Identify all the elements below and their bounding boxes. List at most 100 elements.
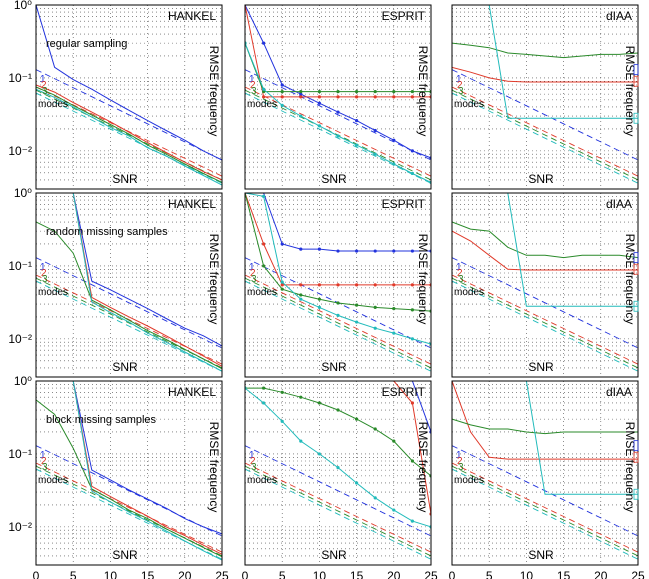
data-point (392, 439, 396, 443)
subplot-2-1: ESPRIT RMSE frequency SNR 123 modes 0 5 10 15 20 2… (242, 380, 438, 579)
series-group (36, 193, 222, 372)
mode-number: 3 (42, 462, 48, 473)
series-line-red (452, 66, 638, 83)
subplot-0-2: dIAA RMSE frequency SNR 123 modes (451, 4, 639, 190)
modes-label: modes (454, 99, 484, 110)
ylabel: RMSE frequency (207, 422, 221, 513)
x-tick-label: 0 (449, 569, 456, 579)
y-tick-label: 10⁻² (8, 144, 32, 158)
series-line-blue (36, 193, 222, 347)
mode-number: 1 (40, 74, 46, 85)
data-point (410, 459, 414, 463)
bound-line-blue (452, 257, 638, 349)
data-point (355, 95, 359, 99)
data-point (299, 89, 303, 94)
subplot-0-0: HANKEL regular sampling RMSE frequency SNR 1… (8, 0, 223, 190)
data-point (410, 337, 414, 341)
modes-label: modes (38, 99, 68, 110)
data-point (317, 452, 321, 456)
mode-number: 3 (458, 274, 464, 285)
data-point (336, 134, 340, 138)
mode-legend: 123 modes (38, 262, 68, 298)
series-group (452, 5, 638, 119)
series-line-cyan (452, 5, 638, 119)
mode-number: 2 (457, 456, 463, 467)
data-point (392, 307, 396, 311)
series-line-green (452, 418, 638, 435)
reference-bounds (452, 257, 638, 372)
data-point (392, 89, 396, 94)
legend-box (633, 75, 639, 87)
mode-number: 1 (249, 262, 255, 273)
data-point (262, 264, 266, 268)
data-point (373, 152, 377, 156)
series-line-green (36, 399, 222, 558)
legend-box (633, 300, 639, 312)
bound-line-red (245, 274, 431, 365)
legend-box (633, 64, 639, 76)
data-point (280, 390, 284, 394)
data-point (299, 297, 303, 301)
x-tick-label: 20 (387, 569, 401, 579)
ylabel: RMSE frequency (207, 234, 221, 325)
series-line-blue (36, 381, 222, 535)
data-point (280, 287, 284, 291)
bound-line-blue (245, 445, 431, 537)
subplot-title: ESPRIT (382, 385, 426, 399)
series-line-cyan (36, 88, 222, 186)
xlabel: SNR (112, 548, 138, 562)
reference-bounds (36, 445, 222, 560)
xlabel: SNR (528, 172, 554, 186)
data-point (336, 313, 340, 317)
mode-number: 1 (456, 262, 462, 273)
series-line-green (36, 221, 222, 370)
data-point (336, 408, 340, 412)
x-tick-label: 20 (178, 569, 192, 579)
axes-frame (244, 380, 432, 566)
data-point (336, 110, 340, 114)
data-point (262, 95, 266, 99)
data-point (280, 83, 284, 87)
mode-number: 3 (42, 86, 48, 97)
row-label: block missing samples (46, 414, 157, 426)
legend-box (633, 440, 639, 452)
axes-frame (35, 192, 223, 378)
reference-bounds (36, 69, 222, 184)
reference-bounds (452, 69, 638, 184)
mode-legend: 123 modes (247, 450, 277, 486)
modes-label: modes (38, 287, 68, 298)
data-point (317, 124, 321, 128)
data-point (262, 194, 266, 198)
data-point (280, 280, 284, 284)
mode-number: 1 (456, 450, 462, 461)
data-point (262, 401, 266, 405)
ylabel: RMSE frequency (416, 422, 430, 513)
subplot-title: HANKEL (168, 385, 216, 399)
reference-bounds (245, 445, 431, 560)
xlabel: SNR (321, 360, 347, 374)
row-label: random missing samples (46, 226, 168, 238)
axes-frame (451, 192, 639, 378)
axes-frame (35, 380, 223, 566)
y-tick-label: 10⁻¹ (8, 71, 32, 85)
data-point (317, 283, 321, 287)
data-point (317, 89, 321, 94)
data-point (373, 128, 377, 133)
modes-label: modes (247, 287, 277, 298)
grid (36, 5, 222, 190)
mode-legend: 123 modes (454, 74, 484, 110)
x-tick-label: 5 (486, 569, 493, 579)
x-tick-label: 25 (424, 569, 438, 579)
mode-legend: 123 modes (38, 74, 68, 110)
ylabel: RMSE frequency (207, 46, 221, 137)
legend-box (633, 263, 639, 275)
data-point (317, 305, 321, 310)
row-label: regular sampling (46, 38, 127, 50)
x-tick-label: 10 (313, 569, 327, 579)
data-point (299, 395, 303, 399)
data-point (280, 419, 284, 423)
data-point (392, 138, 396, 142)
grid (452, 193, 638, 378)
subplot-title: dIAA (606, 9, 632, 23)
x-tick-label: 0 (242, 569, 249, 579)
